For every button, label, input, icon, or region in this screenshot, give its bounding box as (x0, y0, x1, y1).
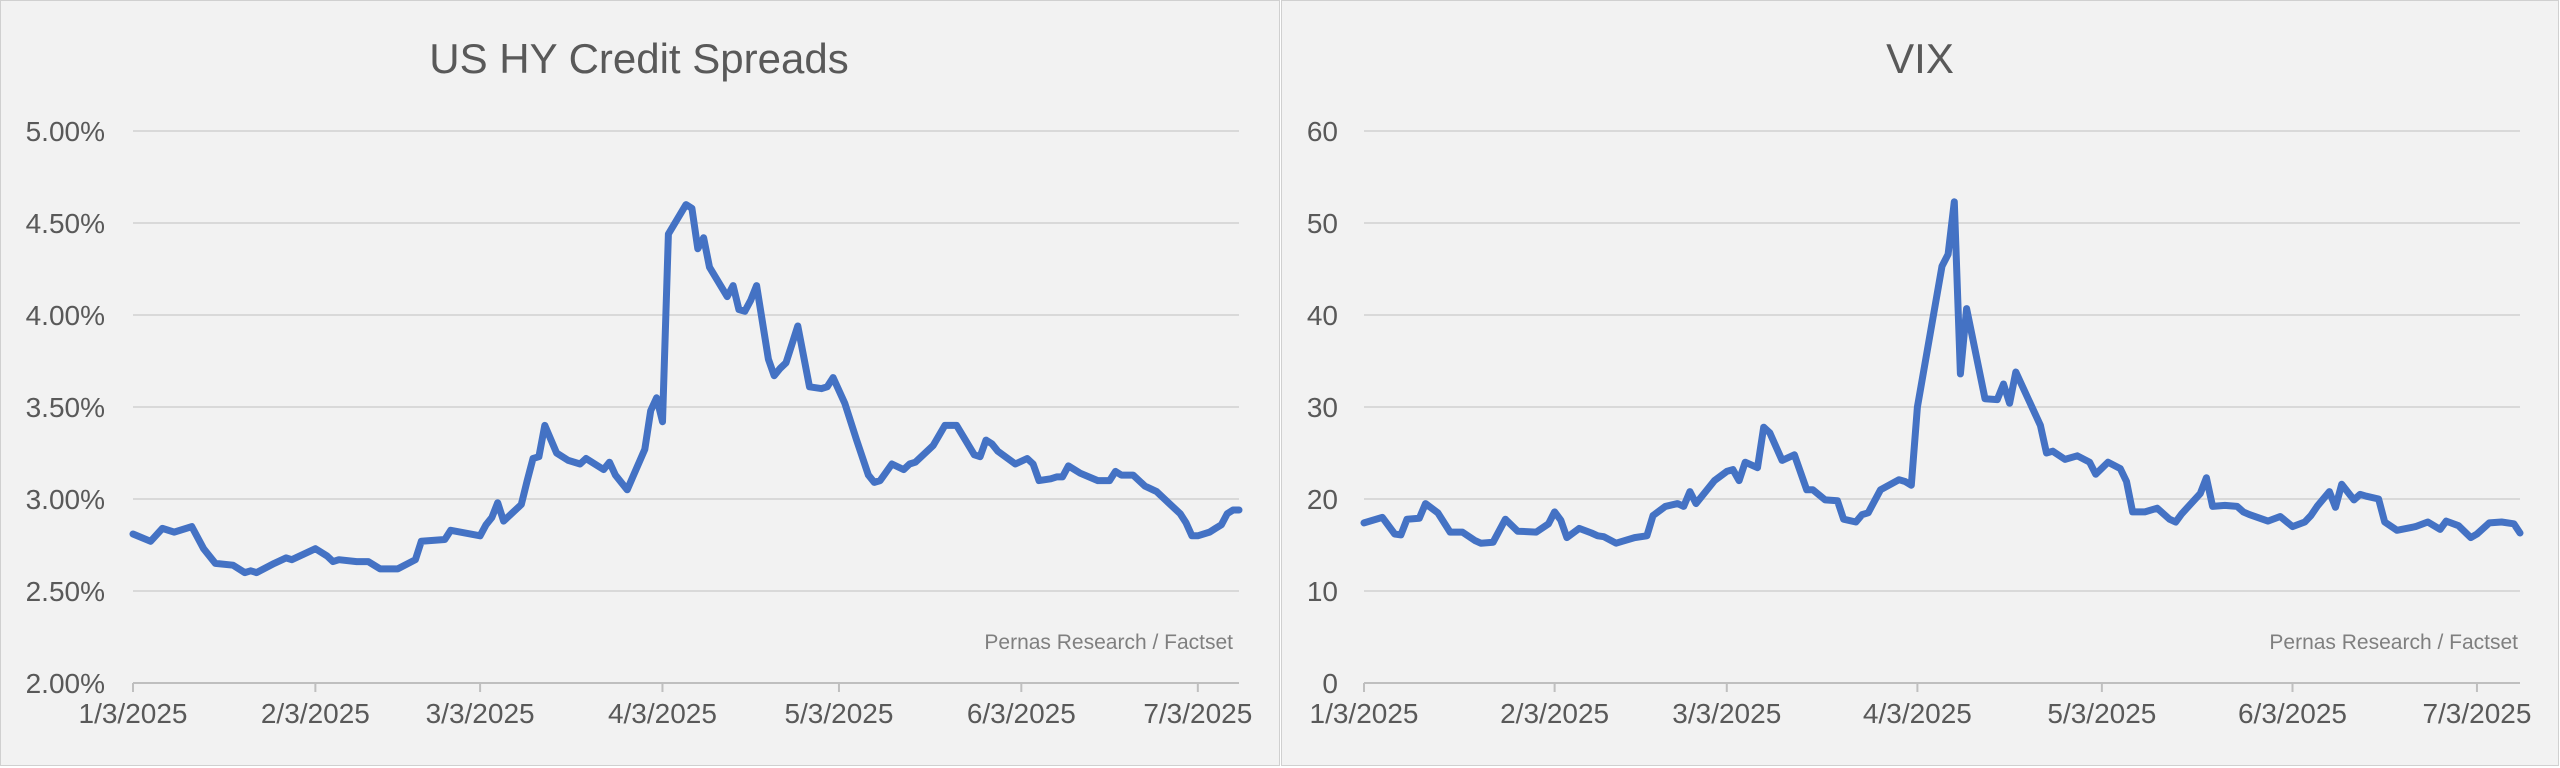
x-tick-label: 4/3/2025 (1863, 698, 1972, 729)
vix-chart-panel: VIX 0 10 20 30 40 50 60 1/3/2025 2/3/2025 3/3/2025… (1281, 0, 2559, 766)
x-tick-label: 2/3/2025 (1500, 698, 1609, 729)
y-tick-label: 40 (1307, 300, 1338, 331)
hy-spreads-chart-panel: US HY Credit Spreads 2.00% 2.50% 3.00% 3.50%… (0, 0, 1280, 766)
y-tick-label: 3.50% (26, 392, 105, 423)
x-tick-label: 1/3/2025 (79, 698, 188, 729)
source-note: Pernas Research / Factset (984, 631, 1233, 654)
y-tick-label: 20 (1307, 484, 1338, 515)
x-tick-label: 1/3/2025 (1310, 698, 1419, 729)
x-tick-label: 5/3/2025 (2047, 698, 2156, 729)
y-tick-label: 2.50% (26, 576, 105, 607)
y-tick-label: 4.50% (26, 208, 105, 239)
y-tick-label: 3.00% (26, 484, 105, 515)
vix-chart: VIX 0 10 20 30 40 50 60 1/3/2025 2/3/2025 3/3/2025… (1307, 35, 2532, 729)
y-tick-label: 10 (1307, 576, 1338, 607)
y-tick-label: 60 (1307, 116, 1338, 147)
chart-title: US HY Credit Spreads (429, 35, 848, 82)
x-tick-label: 3/3/2025 (426, 698, 535, 729)
x-tick-label: 7/3/2025 (1143, 698, 1252, 729)
series-line (1360, 198, 2524, 547)
source-note: Pernas Research / Factset (2269, 631, 2518, 654)
x-tick-label: 6/3/2025 (2238, 698, 2347, 729)
y-tick-label: 0 (1322, 668, 1338, 699)
x-tick-label: 3/3/2025 (1672, 698, 1781, 729)
y-tick-label: 4.00% (26, 300, 105, 331)
y-tick-label: 50 (1307, 208, 1338, 239)
x-tick-label: 6/3/2025 (967, 698, 1076, 729)
series-line (129, 201, 1243, 577)
y-tick-label: 30 (1307, 392, 1338, 423)
y-tick-label: 2.00% (26, 668, 105, 699)
x-tick-label: 7/3/2025 (2422, 698, 2531, 729)
x-tick-label: 4/3/2025 (608, 698, 717, 729)
hy-spreads-chart: US HY Credit Spreads 2.00% 2.50% 3.00% 3.50%… (26, 35, 1253, 729)
y-tick-label: 5.00% (26, 116, 105, 147)
x-tick-label: 2/3/2025 (261, 698, 370, 729)
x-tick-label: 5/3/2025 (784, 698, 893, 729)
chart-title: VIX (1886, 35, 1954, 82)
